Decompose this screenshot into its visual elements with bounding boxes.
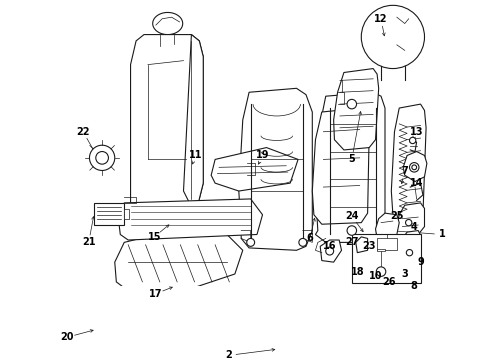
- Text: 21: 21: [82, 237, 95, 247]
- Text: 19: 19: [255, 150, 269, 161]
- Text: 4: 4: [410, 222, 417, 231]
- Circle shape: [408, 163, 418, 172]
- Polygon shape: [390, 104, 425, 225]
- Text: 13: 13: [409, 127, 423, 137]
- Polygon shape: [238, 88, 312, 250]
- Circle shape: [408, 137, 415, 144]
- Text: 14: 14: [409, 178, 423, 188]
- Text: 23: 23: [362, 241, 375, 251]
- Polygon shape: [402, 152, 426, 181]
- Circle shape: [246, 238, 254, 246]
- Text: 11: 11: [188, 150, 202, 161]
- Circle shape: [405, 220, 411, 226]
- Bar: [94, 203, 124, 225]
- Text: 9: 9: [416, 257, 423, 267]
- Polygon shape: [333, 68, 378, 150]
- Circle shape: [298, 238, 306, 246]
- Polygon shape: [152, 13, 183, 35]
- Polygon shape: [130, 35, 203, 226]
- Circle shape: [406, 249, 412, 256]
- Polygon shape: [118, 199, 262, 240]
- Text: 6: 6: [306, 233, 313, 243]
- Text: 26: 26: [382, 277, 395, 287]
- Text: 20: 20: [61, 332, 74, 342]
- Bar: [124, 209, 129, 219]
- Circle shape: [325, 247, 333, 255]
- Circle shape: [89, 145, 115, 171]
- Text: 17: 17: [149, 289, 163, 299]
- Text: 8: 8: [409, 281, 416, 291]
- Text: 2: 2: [224, 350, 231, 360]
- Bar: [376, 249, 384, 251]
- Circle shape: [376, 267, 385, 276]
- Text: 5: 5: [348, 154, 354, 165]
- Circle shape: [346, 99, 356, 109]
- Polygon shape: [115, 230, 242, 294]
- Polygon shape: [315, 92, 384, 242]
- Text: 25: 25: [389, 211, 403, 221]
- Polygon shape: [211, 148, 298, 191]
- Text: 12: 12: [373, 14, 387, 24]
- Polygon shape: [398, 242, 420, 264]
- Text: 3: 3: [401, 269, 407, 279]
- Text: 10: 10: [368, 271, 382, 282]
- Polygon shape: [183, 35, 203, 215]
- Text: 16: 16: [322, 241, 336, 251]
- Polygon shape: [320, 240, 341, 262]
- Circle shape: [361, 5, 424, 68]
- Bar: [351, 234, 421, 283]
- Polygon shape: [375, 213, 398, 238]
- Text: 15: 15: [147, 232, 161, 242]
- Polygon shape: [394, 203, 424, 250]
- Circle shape: [411, 165, 416, 170]
- Text: 24: 24: [345, 211, 358, 221]
- Text: 1: 1: [438, 229, 445, 239]
- Text: 22: 22: [76, 127, 90, 137]
- Text: 7: 7: [401, 166, 407, 176]
- Polygon shape: [312, 108, 368, 224]
- Polygon shape: [398, 230, 420, 262]
- Text: 18: 18: [350, 267, 364, 276]
- Circle shape: [346, 226, 356, 235]
- Polygon shape: [62, 294, 191, 341]
- Bar: [376, 238, 396, 250]
- Circle shape: [358, 249, 386, 278]
- Circle shape: [365, 256, 380, 272]
- Polygon shape: [355, 237, 367, 253]
- Text: 27: 27: [345, 237, 358, 247]
- Circle shape: [96, 152, 108, 164]
